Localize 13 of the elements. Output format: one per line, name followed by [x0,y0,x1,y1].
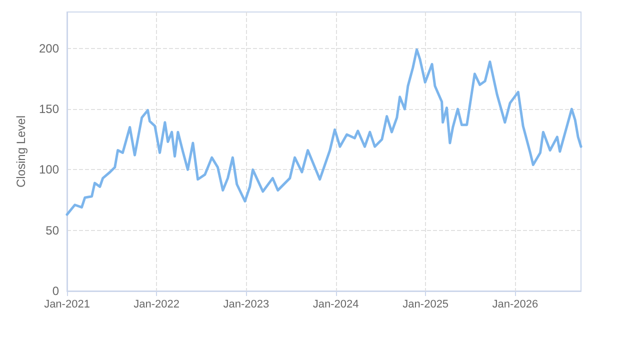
y-tick-label: 50 [46,223,60,238]
y-axis-title: Closing Level [14,115,28,188]
x-tick-label: Jan-2026 [492,298,538,310]
y-tick-label: 100 [38,162,60,177]
y-tick-label: 150 [38,102,60,116]
y-tick-label: 200 [38,41,60,56]
line-series [66,48,582,216]
x-tick-label: Jan-2021 [44,298,90,310]
y-tick-label: 0 [52,284,60,298]
x-tick-label: Jan-2023 [223,298,270,310]
x-tick-label: Jan-2025 [402,298,449,310]
x-tick-label: Jan-2024 [312,298,359,310]
x-tick-label: Jan-2022 [134,298,180,310]
